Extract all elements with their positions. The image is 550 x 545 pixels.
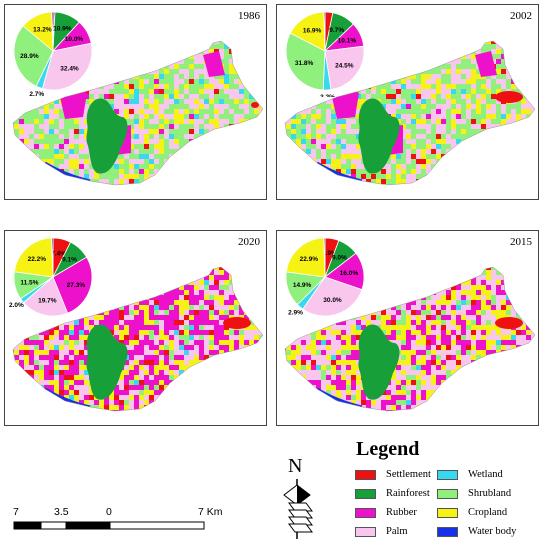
pie-slice-shrubland (285, 32, 326, 91)
rainforest-reserve (86, 98, 128, 174)
pie-slice-cropland (285, 237, 326, 278)
pie-chart: 5.9%9.0% 16.0% 30.0% 2.9% 14.9% 22.9% 0.5% (285, 233, 365, 317)
legend-swatch (355, 469, 376, 480)
legend-label: Rubber (386, 507, 417, 518)
map-panel-2002: 3.2 9.7% 10.1% 24.5% 3.2% 31.8% 16.9% 0.5% 2002 (276, 4, 539, 200)
legend-swatch (355, 507, 376, 518)
pie-label: 28.9% (20, 53, 39, 60)
pie-label: 0.5% (317, 233, 332, 235)
pie-slice-palm (324, 45, 365, 90)
pie-label: 10.1% (338, 38, 357, 45)
pie-label: 24.5% (335, 63, 354, 70)
legend-item-rubber: Rubber (355, 507, 417, 518)
pie-label: 13.2% (33, 26, 52, 33)
pie-slice-water-body (323, 237, 326, 278)
legend-label: Cropland (468, 507, 508, 518)
pie-label: 2.7% (29, 91, 44, 97)
legend-swatch (355, 488, 376, 499)
legend-swatch (437, 526, 458, 537)
pie-slice-cropland (13, 237, 54, 278)
legend-item-rainforest: Rainforest (355, 488, 430, 499)
compass-icon (283, 479, 313, 539)
pie-label: 30.0% (323, 297, 342, 304)
north-label: N (288, 455, 303, 477)
legend-title: Legend (356, 438, 420, 460)
pie-label: 0.6% (45, 7, 60, 9)
pie-label: 5.9% (322, 250, 337, 257)
year-label: 2015 (510, 236, 532, 248)
pie-chart: 3.2 9.7% 10.1% 24.5% 3.2% 31.8% 16.9% 0.5% (285, 7, 365, 97)
pie-slice-palm (302, 276, 363, 317)
pie-label: 32.4% (60, 66, 79, 73)
year-label: 2002 (510, 10, 532, 22)
north-arrow: N (280, 455, 320, 540)
pie-label: 27.3% (67, 282, 86, 289)
pie-label: 3.2 (325, 7, 334, 9)
pie-label: 2.0% (9, 302, 24, 309)
year-label: 2020 (238, 236, 260, 248)
scale-label: 7 Km (198, 506, 223, 518)
pie-label: 3.2% (320, 94, 335, 97)
rainforest-reserve (86, 324, 128, 400)
pie-label: 7.4% (51, 251, 66, 258)
legend-swatch (437, 469, 458, 480)
pie-label: 10.9% (53, 26, 72, 33)
pie-slice-palm (41, 42, 93, 91)
legend-item-cropland: Cropland (437, 507, 507, 518)
land-cover-map (284, 266, 536, 412)
scale-label: 0 (106, 506, 112, 518)
legend-label: Settlement (386, 469, 431, 480)
pie-label: 11.5% (20, 279, 38, 286)
pie-label: 9.1% (62, 256, 77, 263)
rainforest-reserve (358, 98, 400, 174)
pie-label: 2.9% (288, 309, 303, 316)
legend-label: Wetland (468, 469, 503, 480)
map-panel-1986: 0.8% 10.9% 10.0% 32.4% 2.7% 28.9% 13.2% 0.6% 19… (4, 4, 267, 200)
map-panel-2020: 7.4%9.1% 27.3% 19.7% 2.0% 11.5% 22.2% 0.6% 202… (4, 230, 267, 426)
pie-label: 9.0% (332, 255, 347, 262)
scale-label: 7 (13, 506, 19, 518)
pie-slice-water-body (323, 11, 326, 52)
pie-label: 31.8% (295, 60, 314, 67)
pie-slice-palm (22, 276, 69, 317)
pie-label: 10.0% (65, 36, 84, 43)
pie-label: 22.9% (300, 256, 319, 263)
pie-label: 0.8% (47, 7, 62, 9)
scale-bar-graphic (13, 521, 205, 530)
legend-item-palm: Palm (355, 526, 408, 537)
legend-swatch (437, 507, 458, 518)
pie-label: 0.5% (317, 7, 332, 9)
map-panel-2015: 5.9%9.0% 16.0% 30.0% 2.9% 14.9% 22.9% 0.5% 201… (276, 230, 539, 426)
legend-label: Water body (468, 526, 517, 537)
pie-label: 16.0% (340, 270, 359, 277)
land-cover-map (12, 266, 264, 412)
legend-label: Palm (386, 526, 408, 537)
rainforest-reserve (358, 324, 400, 400)
legend-label: Shrubland (468, 488, 512, 499)
pie-chart: 7.4%9.1% 27.3% 19.7% 2.0% 11.5% 22.2% 0.6% (9, 233, 93, 317)
legend-item-wetland: Wetland (437, 469, 503, 480)
legend-item-settlement: Settlement (355, 469, 431, 480)
legend-swatch (437, 488, 458, 499)
pie-label: 9.7% (329, 27, 344, 34)
pie-label: 14.9% (293, 282, 312, 289)
legend-swatch (355, 526, 376, 537)
pie-label: 16.9% (303, 28, 322, 35)
legend-label: Rainforest (386, 488, 430, 499)
pie-slice-rubber (52, 256, 93, 314)
scale-label: 3.5 (54, 506, 69, 518)
pie-label: 22.2% (28, 256, 47, 263)
pie-slice-shrubland (13, 25, 54, 87)
pie-label: 0.6% (45, 233, 60, 235)
year-label: 1986 (238, 10, 260, 22)
pie-chart: 0.8% 10.9% 10.0% 32.4% 2.7% 28.9% 13.2% 0.6% (13, 7, 93, 97)
pie-slice-water-body (51, 237, 54, 278)
legend-item-shrubland: Shrubland (437, 488, 511, 499)
pie-slice-water-body (51, 11, 54, 52)
legend-item-water-body: Water body (437, 526, 516, 537)
pie-label: 19.7% (38, 298, 57, 305)
